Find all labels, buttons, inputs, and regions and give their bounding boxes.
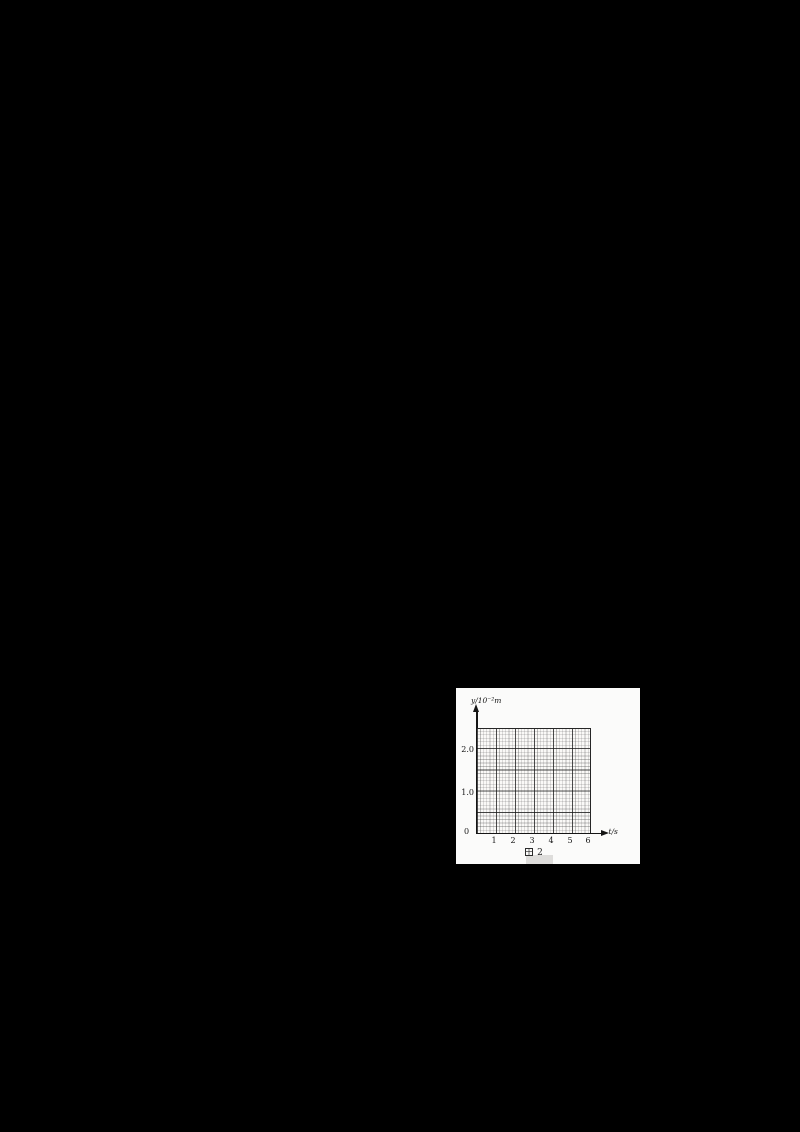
arrow-right-icon <box>601 829 609 836</box>
y-tick-label-1-0: 1.0 <box>461 788 474 797</box>
origin-label: 0 <box>464 826 470 836</box>
x-tick-label-3: 3 <box>529 836 535 845</box>
x-tick-label-1: 1 <box>491 836 497 845</box>
figure-caption: 2 <box>477 848 591 859</box>
x-tick-label-4: 4 <box>548 836 554 845</box>
arrow-up-icon <box>472 704 479 712</box>
y-tick-label-2-0: 2.0 <box>461 745 474 754</box>
x-axis-line <box>476 832 603 835</box>
figure-2-graph: y/10⁻²m t/s 2.0 1.0 0 1 2 3 4 5 6 2 <box>456 688 640 864</box>
scan-smudge <box>526 855 553 864</box>
caption-char-tu-icon <box>525 848 533 856</box>
y-axis-label: y/10⁻²m <box>471 696 502 705</box>
x-tick-label-2: 2 <box>510 836 516 845</box>
y-axis-line <box>476 712 478 834</box>
caption-number: 2 <box>537 848 543 858</box>
graph-paper-grid <box>477 728 591 834</box>
x-tick-label-5: 5 <box>567 836 573 845</box>
x-tick-label-6: 6 <box>585 836 591 845</box>
x-axis-label: t/s <box>608 827 618 836</box>
